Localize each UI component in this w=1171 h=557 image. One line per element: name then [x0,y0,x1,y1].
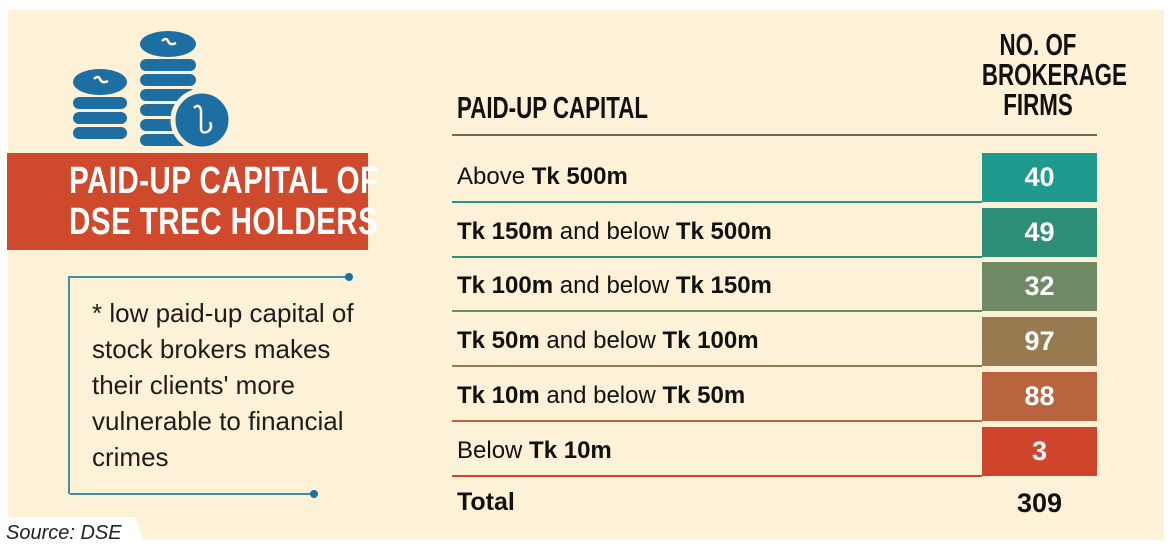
source-label: Source: DSE [6,522,122,544]
total-label: Total [457,488,515,516]
note-text: * low paid-up capital of stock brokers m… [92,298,354,472]
bullet-dot [310,490,318,498]
row-label: Tk 150m and below Tk 500m [457,218,772,245]
column-header-capital: PAID-UP CAPITAL [457,90,648,125]
total-value: 309 [1016,488,1063,518]
header-divider [452,134,1097,136]
row-value-cell: 32 [982,262,1097,311]
row-label: Tk 50m and below Tk 100m [457,327,759,354]
table-row: Tk 150m and below Tk 500m 49 [452,208,1097,258]
table-row: Tk 10m and below Tk 50m 88 [452,372,1097,422]
row-value-cell: 40 [982,153,1097,202]
row-divider [452,310,982,312]
row-label: Tk 10m and below Tk 50m [457,382,746,409]
row-divider [452,365,982,367]
row-divider [452,201,982,203]
row-divider [452,475,982,477]
row-label: Above Tk 500m [457,163,628,190]
table-row: Tk 100m and below Tk 150m 32 [452,262,1097,312]
column-header-firms: NO. OF BROKERAGE FIRMS [981,27,1127,122]
row-label: Tk 100m and below Tk 150m [457,272,772,299]
taka-coin-stack-icon [73,31,234,151]
row-value-cell: 88 [982,372,1097,421]
bullet-dot [345,273,353,281]
note-box: * low paid-up capital of stock brokers m… [68,273,354,498]
row-divider [452,256,982,258]
row-value-cell: 3 [982,427,1097,476]
page-title: PAID-UP CAPITAL OF DSE TREC HOLDERS [69,160,379,243]
row-value-cell: 49 [982,208,1097,257]
table-row: Above Tk 500m 40 [452,153,1097,203]
title-banner: PAID-UP CAPITAL OF DSE TREC HOLDERS [7,153,378,250]
table-row: Tk 50m and below Tk 100m 97 [452,317,1097,367]
row-label: Below Tk 10m [457,437,612,464]
row-value-cell: 97 [982,317,1097,366]
row-divider [452,420,982,422]
table-row: Below Tk 10m 3 [452,427,1097,477]
